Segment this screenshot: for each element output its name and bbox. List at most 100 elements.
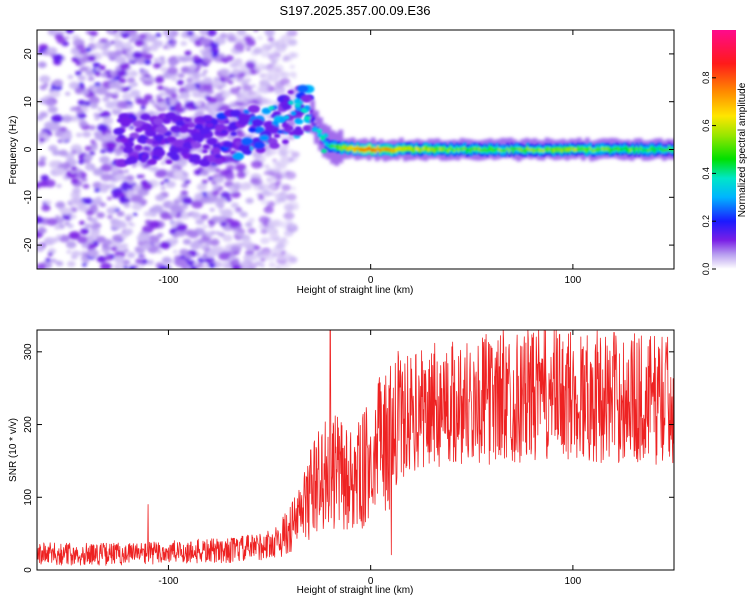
noise-blob [71, 250, 81, 257]
noise-blob [83, 259, 90, 264]
noise-blob [288, 135, 295, 141]
ridge-cell [384, 147, 388, 151]
noise-blob [261, 250, 272, 258]
noise-blob [123, 169, 129, 174]
cluster-blob [300, 95, 313, 103]
ridge-cell [443, 147, 447, 151]
noise-blob [103, 41, 112, 48]
noise-blob [114, 107, 120, 111]
noise-blob [67, 260, 76, 268]
ridge-cell [481, 148, 485, 152]
ridge-cell [473, 147, 477, 151]
ridge-cell [576, 147, 580, 150]
noise-blob [47, 252, 53, 257]
ridge-cell [366, 147, 370, 151]
noise-blob [160, 160, 167, 165]
noise-blob [141, 102, 147, 107]
noise-blob [266, 76, 272, 81]
ridge-cell [394, 148, 398, 152]
noise-blob [235, 163, 247, 172]
noise-blob [58, 208, 65, 213]
ridge-cell [663, 148, 667, 152]
noise-blob [236, 231, 245, 238]
noise-blob [258, 193, 264, 197]
ridge-cell [534, 148, 538, 152]
noise-blob [122, 181, 128, 186]
noise-blob [166, 66, 178, 75]
noise-blob [119, 212, 125, 217]
colorbar-tick-label: 0.0 [701, 263, 711, 276]
cluster-blob [241, 148, 252, 155]
ridge-hotspot [283, 115, 290, 120]
ridge-cell [613, 147, 617, 151]
cluster-blob [292, 128, 304, 137]
noise-blob [218, 232, 225, 237]
noise-blob [130, 89, 141, 98]
noise-blob [278, 197, 287, 203]
noise-blob [87, 55, 97, 62]
noise-blob [259, 263, 266, 268]
noise-blob [256, 250, 264, 256]
ridge-cell [530, 148, 534, 152]
noise-blob [132, 212, 138, 216]
noise-blob [180, 41, 188, 46]
noise-blob [107, 215, 113, 219]
cluster-blob [199, 127, 211, 135]
ridge-cell [334, 145, 338, 148]
noise-blob [155, 169, 168, 178]
ridge-cell [399, 147, 402, 151]
noise-blob [65, 91, 71, 96]
noise-blob [258, 97, 268, 105]
ridge-cell [368, 146, 372, 150]
ridge-cell [502, 149, 505, 152]
noise-blob [247, 227, 256, 234]
noise-blob [245, 197, 254, 204]
noise-blob [189, 70, 196, 75]
x-tick-label: -100 [158, 275, 178, 286]
noise-blob [58, 149, 68, 157]
noise-blob [153, 58, 160, 63]
snr-frame [36, 329, 675, 571]
noise-blob [96, 255, 107, 263]
noise-blob [267, 37, 275, 42]
noise-blob [173, 199, 181, 204]
noise-blob [264, 164, 270, 169]
noise-blob [179, 56, 189, 63]
ridge-cell [429, 147, 433, 151]
ridge-cell [667, 146, 671, 150]
noise-blob [193, 169, 203, 176]
noise-blob [55, 201, 66, 209]
noise-blob [220, 191, 231, 199]
chart-title: S197.2025.357.00.09.E36 [279, 3, 430, 18]
noise-blob [263, 151, 272, 157]
noise-blob [163, 30, 169, 35]
noise-blob [121, 30, 126, 34]
noise-blob [126, 252, 136, 259]
snr-ylabel: SNR (10 * v/v) [8, 418, 19, 482]
noise-blob [88, 125, 96, 131]
cluster-blob [134, 144, 143, 150]
noise-blob [94, 72, 101, 77]
noise-blob [277, 255, 284, 260]
cluster-blob [152, 148, 166, 157]
noise-blob [275, 89, 285, 97]
noise-blob [100, 262, 112, 269]
ridge-cell [479, 148, 483, 152]
noise-blob [76, 44, 86, 51]
ridge-cell [538, 148, 542, 152]
ridge-cell [672, 148, 674, 152]
ridge-cell [560, 149, 564, 152]
noise-blob [209, 238, 220, 247]
ridge-cell [374, 149, 378, 152]
noise-blob [68, 231, 81, 240]
noise-blob [159, 181, 165, 185]
noise-blob [37, 216, 44, 224]
noise-blob [242, 84, 253, 92]
cluster-blob [205, 117, 212, 122]
noise-blob [256, 35, 264, 41]
noise-blob [119, 62, 130, 70]
noise-blob [244, 78, 252, 83]
noise-blob [37, 160, 46, 167]
noise-blob [81, 177, 88, 182]
noise-blob [232, 264, 243, 269]
